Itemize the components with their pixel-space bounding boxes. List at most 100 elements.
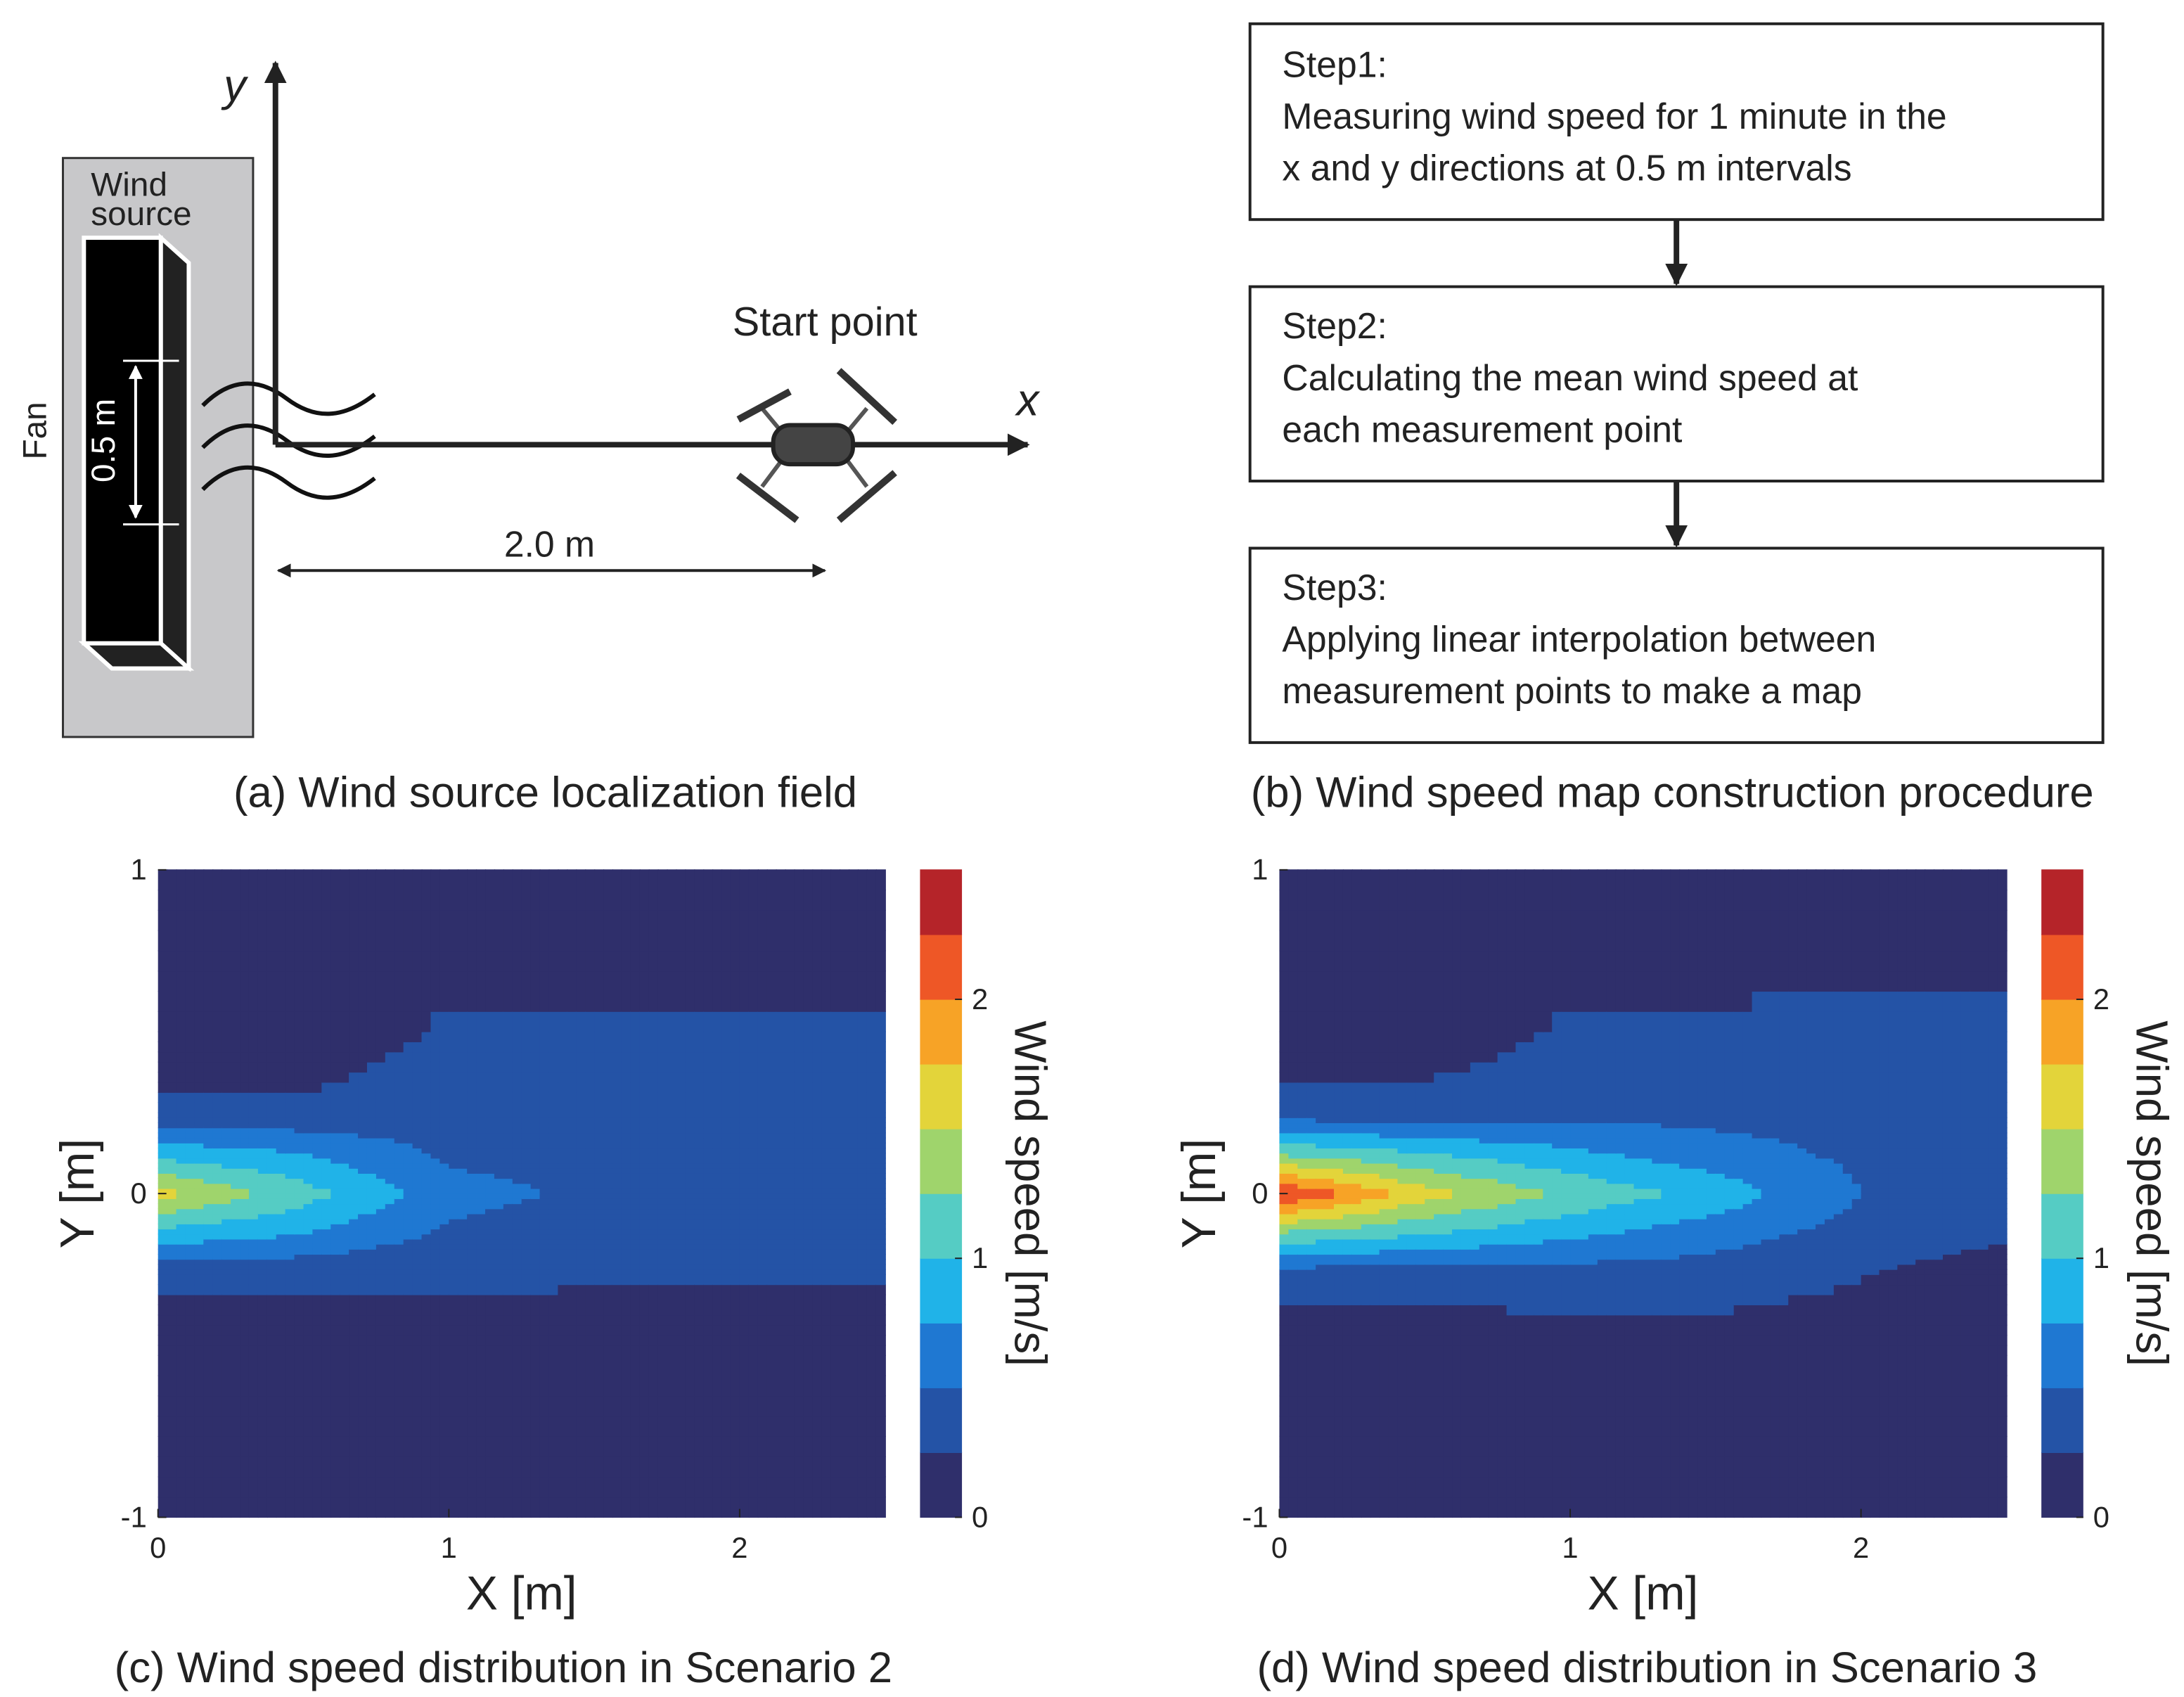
contour-cell (703, 1071, 714, 1083)
contour-cell (366, 1137, 378, 1144)
contour-cell (403, 1158, 413, 1164)
contour-cell (394, 1158, 404, 1164)
contour-cell (240, 1395, 250, 1417)
contour-cell (485, 1122, 496, 1129)
contour-cell (439, 1031, 450, 1042)
contour-cell (167, 1147, 177, 1154)
contour-cell (266, 1127, 277, 1134)
contour-cell (294, 1304, 304, 1316)
contour-cell (430, 1304, 441, 1316)
contour-cell (449, 1163, 459, 1169)
contour-cell (231, 1132, 241, 1139)
contour-cell (621, 1476, 632, 1498)
contour-cell (403, 1208, 413, 1215)
contour-cell (503, 1243, 513, 1250)
contour-cell (467, 1395, 477, 1417)
contour-cell (366, 1177, 378, 1184)
contour-cell (766, 1248, 777, 1255)
contour-cell (875, 1188, 886, 1194)
contour-cell (630, 1102, 641, 1113)
contour-cell (385, 950, 395, 972)
distance-label: 2.0 m (504, 523, 595, 564)
contour-cell (285, 1416, 295, 1437)
contour-cell (403, 1112, 413, 1118)
contour-cell (503, 1334, 513, 1346)
contour-cell (158, 1435, 168, 1457)
contour-cell (340, 909, 350, 931)
contour-cell (394, 1112, 404, 1118)
contour-cell (840, 1395, 850, 1417)
contour-cell (240, 1051, 250, 1063)
contour-cell (766, 1112, 777, 1118)
contour-cell (476, 1375, 487, 1397)
contour-cell (231, 1243, 241, 1250)
contour-cell (576, 1248, 586, 1255)
contour-cell (757, 1091, 768, 1103)
contour-cell (621, 1153, 632, 1159)
contour-cell (539, 889, 550, 911)
contour-cell (521, 971, 532, 992)
contour-cell (366, 1117, 378, 1124)
contour-cell (231, 930, 241, 952)
contour-cell (312, 1274, 323, 1286)
contour-cell (830, 1284, 841, 1295)
contour-cell (503, 1163, 513, 1169)
contour-cell (712, 1091, 723, 1103)
contour-cell (385, 1314, 395, 1326)
contour-cell (212, 1177, 223, 1184)
contour-cell (648, 1218, 659, 1224)
contour-cell (712, 1334, 723, 1346)
contour-cell (639, 1395, 650, 1417)
contour-cell (185, 1082, 195, 1093)
contour-cell (721, 1324, 732, 1336)
contour-cell (621, 1243, 632, 1250)
contour-cell (394, 971, 404, 992)
contour-cell (857, 1127, 868, 1134)
contour-cell (730, 1218, 741, 1224)
contour-cell (776, 1153, 786, 1159)
contour-cell (257, 1234, 268, 1240)
contour-cell (430, 1248, 441, 1255)
contour-cell (158, 1294, 168, 1305)
contour-cell (303, 1193, 314, 1199)
contour-cell (766, 1132, 777, 1139)
contour-cell (421, 1153, 432, 1159)
contour-cell (421, 869, 432, 891)
contour-cell (349, 1163, 359, 1169)
contour-cell (203, 950, 214, 972)
contour-cell (194, 1011, 205, 1032)
contour-cell (266, 1264, 277, 1270)
contour-cell (840, 1416, 850, 1437)
contour-cell (421, 1127, 432, 1134)
contour-cell (167, 950, 177, 972)
contour-cell (748, 1158, 759, 1164)
contour-cell (830, 1395, 841, 1417)
contour-cell (830, 1137, 841, 1144)
contour-cell (739, 1193, 750, 1199)
contour-cell (657, 1158, 668, 1164)
contour-cell (221, 1228, 232, 1235)
contour-cell (539, 1395, 550, 1417)
contour-cell (257, 1041, 268, 1053)
contour-cell (158, 1158, 168, 1164)
contour-cell (576, 1253, 586, 1260)
contour-cell (467, 1218, 477, 1224)
contour-cell (394, 1091, 404, 1103)
contour-cell (349, 1177, 359, 1184)
contour-cell (394, 1294, 404, 1305)
contour-cell (394, 1274, 404, 1286)
contour-cell (494, 1314, 505, 1326)
contour-cell (657, 909, 668, 931)
contour-cell (467, 1228, 477, 1235)
contour-cell (158, 1142, 168, 1149)
contour-cell (648, 1253, 659, 1260)
contour-cell (394, 1142, 404, 1149)
contour-cell (712, 1284, 723, 1295)
contour-cell (639, 1259, 650, 1265)
contour-cell (430, 1061, 441, 1073)
contour-cell (685, 1208, 695, 1215)
contour-cell (240, 971, 250, 992)
contour-cell (866, 1193, 877, 1199)
contour-cell (657, 930, 668, 952)
